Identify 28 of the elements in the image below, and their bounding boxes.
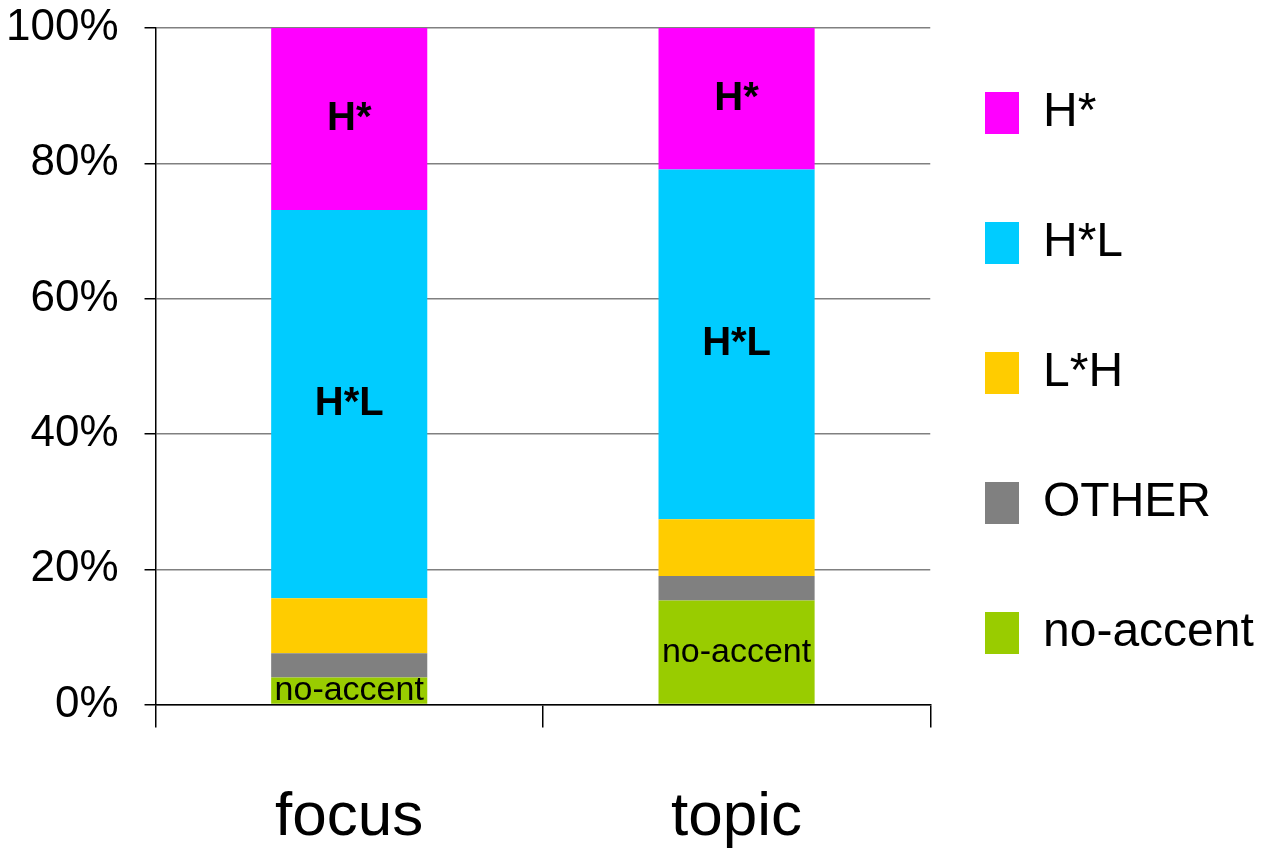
y-tick-label: 100%: [5, 0, 119, 50]
bar: [271, 28, 428, 211]
y-tick-label: 40%: [30, 406, 119, 456]
y-tick-label: 80%: [30, 135, 119, 185]
bar: [271, 210, 428, 599]
legend-label: L*H: [1043, 343, 1124, 397]
legend-label: OTHER: [1043, 473, 1211, 527]
data-label: H*L: [702, 319, 772, 364]
bar: [271, 653, 428, 678]
y-tick-label: 20%: [30, 541, 119, 591]
data-label: no-accent: [274, 669, 425, 708]
legend-label: H*: [1043, 83, 1097, 137]
bar: [271, 598, 428, 654]
bar: [658, 169, 815, 520]
data-label: H*: [326, 94, 372, 139]
x-tick-label: focus: [275, 778, 424, 848]
bar: [658, 519, 815, 577]
y-tick-label: 60%: [30, 270, 119, 320]
data-label: H*L: [314, 379, 384, 424]
data-label: no-accent: [661, 630, 812, 669]
bar: [658, 600, 815, 704]
x-tick-label: topic: [671, 778, 803, 848]
bar: [658, 576, 815, 601]
legend-label: H*L: [1043, 213, 1124, 267]
bar: [658, 28, 815, 170]
data-label: H*: [714, 73, 760, 118]
y-tick-label: 0%: [54, 676, 119, 726]
legend-label: no-accent: [1043, 603, 1254, 657]
